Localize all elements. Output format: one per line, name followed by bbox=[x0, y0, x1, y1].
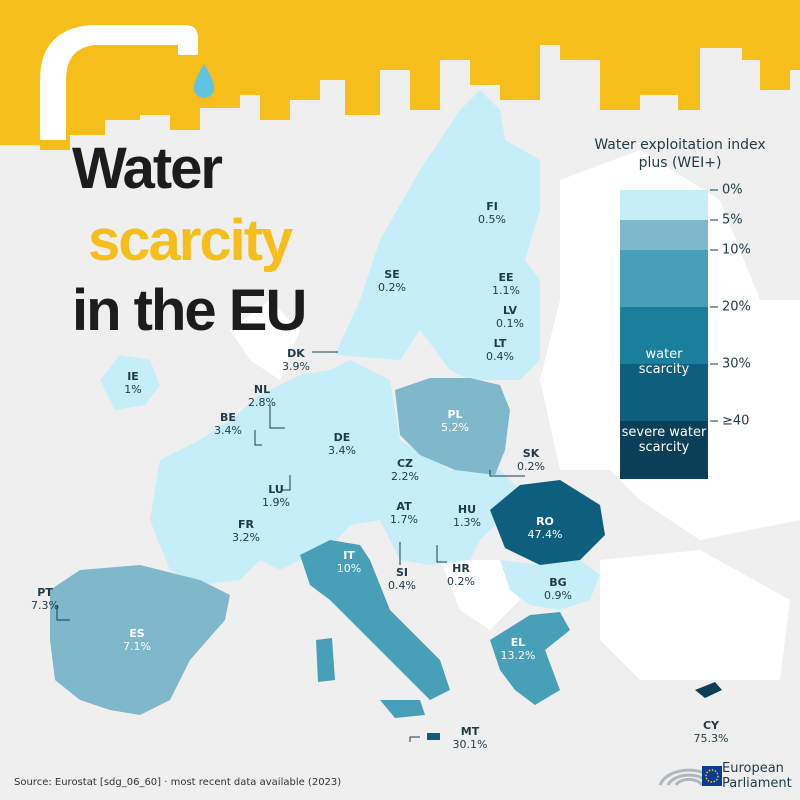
source-note: Source: Eurostat [sdg_06_60] · most rece… bbox=[14, 777, 342, 788]
region-ireland bbox=[100, 355, 160, 410]
skyline-background bbox=[0, 0, 800, 150]
legend-tick: ≥40 bbox=[722, 413, 750, 429]
country-label-be: BE 3.4% bbox=[214, 411, 242, 437]
european-parliament-logo bbox=[658, 766, 722, 786]
region-sardinia bbox=[316, 638, 335, 682]
legend-tick: 10% bbox=[722, 242, 751, 258]
country-label-el: EL 13.2% bbox=[500, 636, 536, 662]
country-label-se: SE 0.2% bbox=[378, 268, 406, 294]
country-label-si: SI 0.4% bbox=[388, 566, 416, 592]
country-label-fr: FR 3.2% bbox=[232, 518, 260, 544]
brand-line-1: European bbox=[722, 761, 784, 776]
region-balkans bbox=[500, 560, 600, 610]
country-label-cz: CZ 2.2% bbox=[391, 457, 419, 483]
country-label-mt: MT 30.1% bbox=[452, 725, 488, 751]
title-line-2: scarcity bbox=[88, 208, 293, 273]
legend-band-severe-water-scarcity: severe water scarcity bbox=[621, 425, 707, 455]
country-label-de: DE 3.4% bbox=[328, 431, 356, 457]
land-non-eu bbox=[230, 300, 300, 380]
region-poland bbox=[395, 378, 510, 475]
region-cyprus bbox=[695, 682, 722, 698]
region-iberia bbox=[50, 565, 230, 715]
country-label-lv: LV 0.1% bbox=[496, 304, 524, 330]
country-label-nl: NL 2.8% bbox=[248, 383, 276, 409]
leader-lines bbox=[56, 351, 525, 742]
country-label-sk: SK 0.2% bbox=[517, 447, 545, 473]
legend-band-water-scarcity: water scarcity bbox=[638, 347, 690, 377]
region-central bbox=[150, 360, 520, 585]
region-italy bbox=[300, 540, 450, 700]
legend-tick: 30% bbox=[722, 356, 751, 372]
legend-title: Water exploitation index plus (WEI+) bbox=[594, 137, 766, 171]
region-nordic bbox=[335, 90, 540, 380]
country-label-ie: IE 1% bbox=[124, 370, 142, 396]
country-label-bg: BG 0.9% bbox=[544, 576, 572, 602]
land-non-eu bbox=[440, 560, 520, 630]
faucet-icon bbox=[40, 25, 198, 140]
country-label-ee: EE 1.1% bbox=[492, 271, 520, 297]
legend-tick: 0% bbox=[722, 182, 743, 198]
legend-tick: 20% bbox=[722, 299, 751, 315]
brand-name: European Parliament bbox=[722, 761, 792, 791]
region-sicily bbox=[380, 700, 425, 718]
legend-bar bbox=[620, 189, 718, 479]
country-label-dk: DK 3.9% bbox=[282, 347, 310, 373]
country-label-lt: LT 0.4% bbox=[486, 337, 514, 363]
country-label-pt: PT 7.3% bbox=[31, 586, 59, 612]
country-label-lu: LU 1.9% bbox=[262, 483, 290, 509]
brand-line-2: Parliament bbox=[722, 776, 792, 791]
land-non-eu bbox=[600, 550, 790, 680]
country-label-hu: HU 1.3% bbox=[453, 503, 481, 529]
country-label-cy: CY 75.3% bbox=[693, 719, 729, 745]
legend-tick: 5% bbox=[722, 212, 743, 228]
country-label-ro: RO 47.4% bbox=[527, 515, 563, 541]
country-label-hr: HR 0.2% bbox=[447, 562, 475, 588]
country-label-it: IT 10% bbox=[336, 549, 362, 575]
country-label-fi: FI 0.5% bbox=[478, 200, 506, 226]
country-label-at: AT 1.7% bbox=[390, 500, 418, 526]
region-malta bbox=[427, 733, 440, 740]
region-greece bbox=[490, 612, 570, 705]
region-romania bbox=[490, 480, 605, 565]
title-line-1: Water bbox=[72, 136, 223, 201]
water-drop-icon bbox=[194, 64, 214, 98]
country-label-pl: PL 5.2% bbox=[441, 408, 469, 434]
country-label-es: ES 7.1% bbox=[123, 627, 151, 653]
title-line-3: in the EU bbox=[72, 278, 307, 343]
